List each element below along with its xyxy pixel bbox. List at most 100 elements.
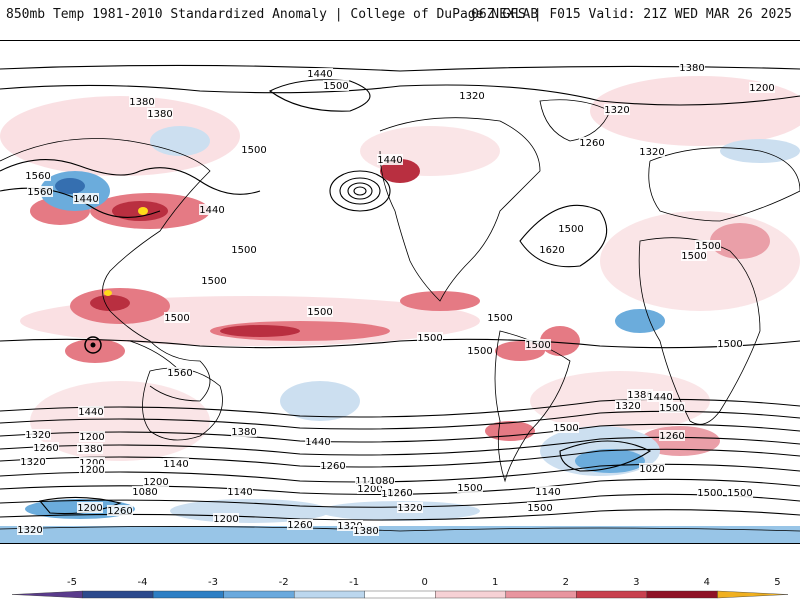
colorbar-segment [223,590,295,599]
contour-label: 1500 [681,251,706,262]
contour-label: 1320 [17,525,42,536]
contour-label: 1440 [73,194,98,205]
contour-label-bg [417,332,443,343]
contour-label: 1260 [287,520,312,531]
contour-label-bg [25,429,51,440]
colorbar-tick-label: 2 [563,577,569,588]
contour-label-bg [659,402,685,413]
contour-label-bg [527,502,553,513]
contour-label: 1500 [467,346,492,357]
contour-label: 1320 [459,91,484,102]
height-contours [0,64,800,521]
contour-label-bg [357,483,383,494]
contour-label-bg [143,476,169,487]
coastlines [0,99,800,532]
contour-label: 1500 [717,339,742,350]
contour-label: 1260 [320,461,345,472]
contour-label: 1440 [305,437,330,448]
contour-label: 1560 [167,368,192,379]
contour-label: 1200 [143,477,168,488]
contour-label-bg [201,275,227,286]
contour-label-bg [467,345,493,356]
contour-label-bg [695,240,721,251]
contour-label: 1200 [77,503,102,514]
contour-label: 1500 [659,403,684,414]
colorbar-tick-label: -3 [208,577,218,588]
contour-label-bg [79,457,105,468]
colorbar-tick-label: -1 [349,577,359,588]
contour-label-bg [639,146,665,157]
contour-label: 1200 [357,484,382,495]
colorbar-segment [435,590,507,599]
contour-label-bg [227,486,253,497]
contour-label-bg [717,338,743,349]
contour-label: 1500 [727,488,752,499]
contour-label-bg [231,244,257,255]
contour-label: 1140 [535,487,560,498]
contour-label: 1020 [639,464,664,475]
contour-label-bg [164,312,190,323]
contour-label: 1500 [241,145,266,156]
contour-label-bg [457,482,483,493]
colorbar-tick-label: 1 [492,577,498,588]
contour-label: 1440 [647,392,672,403]
contour-label: 1320 [397,503,422,514]
contour-label: 1500 [558,224,583,235]
contour-label: 1500 [487,313,512,324]
contour-label: 1140 [227,487,252,498]
contour-label: 1500 [164,313,189,324]
contour-label-bg [77,443,103,454]
contour-label: 1320 [615,401,640,412]
contour-label-bg [615,400,641,411]
contour-label-bg [132,486,158,497]
colorbar-tick-label: -5 [67,577,77,588]
contour-label-bg [679,62,705,73]
contour-label-bg [199,204,225,215]
contour-label: 1500 [457,483,482,494]
colorbar-segment [505,590,577,599]
contour-label-bg [487,312,513,323]
contour-label-bg [73,193,99,204]
contour-label-bg [558,223,584,234]
contour-label: 1320 [20,457,45,468]
contour-label-bg [355,475,381,486]
header: 850mb Temp 1981-2010 Standardized Anomal… [0,0,800,40]
contour-label-bg [20,456,46,467]
contour-labels: 1440150013801380120013201320144012601380… [17,62,775,537]
contour-label-bg [163,458,189,469]
contour-label: 1620 [539,245,564,256]
contour-label: 1440 [199,205,224,216]
contour-label-bg [287,519,313,530]
contour-label: 1560 [27,187,52,198]
contour-label-bg [320,460,346,471]
contour-label: 1500 [553,423,578,434]
contour-label-bg [697,487,723,498]
contour-label-bg [78,406,104,417]
contour-label: 1260 [33,443,58,454]
contour-label-bg [377,154,403,165]
contour-label-bg [387,487,413,498]
contour-label-bg [579,137,605,148]
contour-label: 1200 [79,458,104,469]
model-run-info: 06Z GFS | F015 Valid: 21Z WED MAR 26 202… [471,7,792,22]
contour-label: 1500 [231,245,256,256]
contour-label: 1320 [639,147,664,158]
contour-label-bg [27,186,53,197]
contour-label-bg [17,524,43,535]
contour-label: 1500 [697,488,722,499]
contour-label-bg [305,436,331,447]
contour-label: 1200 [213,514,238,525]
contour-label-bg [241,144,267,155]
contour-label: 1260 [387,488,412,499]
contour-label: 1380 [147,109,172,120]
contour-label-bg [749,82,775,93]
contour-label: 1320 [25,430,50,441]
colorbar-tick-label: 4 [704,577,710,588]
contour-label-bg [553,422,579,433]
contour-label: 1140 [355,476,380,487]
colorbar-segment [576,590,648,599]
contour-label-bg [659,430,685,441]
contour-label-bg [647,391,673,402]
colorbar: -5 -4 -3 -2 -1 0 1 2 3 4 5 [0,565,800,600]
contour-label-bg [25,170,51,181]
